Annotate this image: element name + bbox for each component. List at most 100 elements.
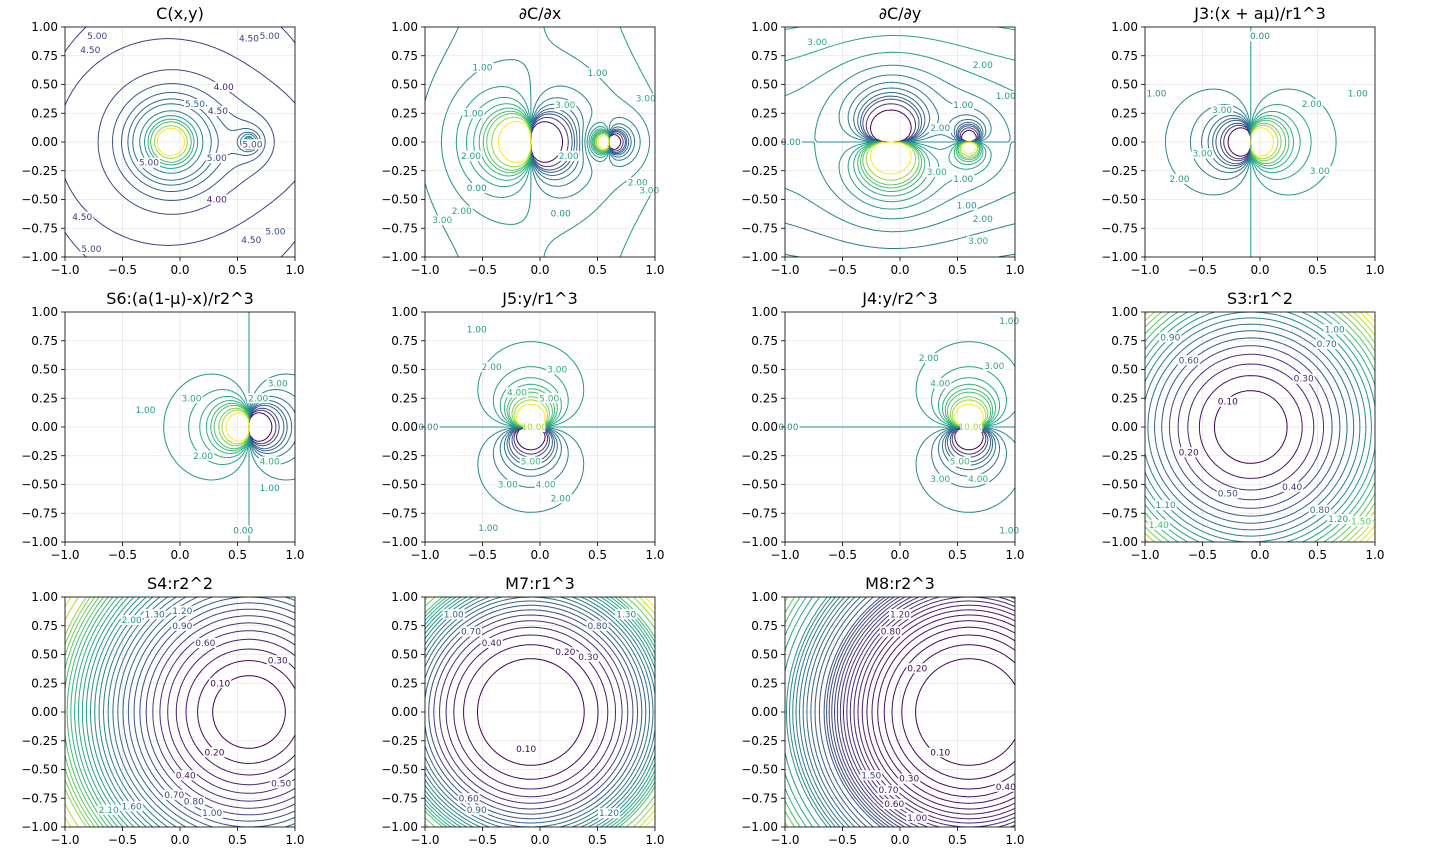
contour-label-bg [971,214,994,225]
y-tick-label: 0.50 [391,363,418,377]
y-tick-label: 0.50 [391,648,418,662]
contour-level [477,658,585,766]
x-tick-label: −0.5 [108,548,137,562]
y-tick-label: 0.50 [1111,363,1138,377]
subplot-title: S3:r1^2 [1227,289,1293,308]
contour-label: 0.70 [164,791,184,801]
subplot-title: J4:y/r2^3 [861,289,938,308]
contour-label-bg [971,59,994,70]
y-tick-label: 0.50 [31,78,58,92]
contour-label-bg [120,615,143,625]
contour-level [463,644,599,780]
x-tick-label: 1.0 [645,833,664,847]
contour-lines [65,27,295,257]
contour-label-bg [994,781,1017,792]
contour-level [185,648,295,776]
contour-level [445,626,616,798]
contour-label: 0.10 [516,745,536,755]
contour-label-bg [264,226,287,237]
contour-label: 1.50 [861,771,881,781]
contour-level [834,597,900,827]
y-tick-label: 0.50 [391,78,418,92]
contour-label-bg [1315,339,1338,350]
contour-label: 1.10 [1156,501,1176,511]
x-axis: −1.0 −0.5 0.0 0.5 1.0 [1130,542,1385,562]
contour-label: 0.40 [1282,483,1302,493]
y-tick-label: −0.25 [741,164,778,178]
y-tick-label: 0.75 [391,49,418,63]
y-tick-label: −0.25 [741,449,778,463]
contour-level [497,121,610,163]
contour-label: 0.20 [555,648,575,658]
x-tick-label: −0.5 [828,548,857,562]
contour-label-bg [1211,104,1234,115]
x-tick-label: 0.0 [1250,263,1269,277]
y-tick-label: −0.50 [381,478,418,492]
x-tick-label: 1.0 [1005,548,1024,562]
x-tick-label: −1.0 [770,263,799,277]
contour-labels: 0.10 0.30 0.60 0.70 0.90 1.00 0.20 0.40 0.50 0.80… [1147,324,1373,531]
contour-level [823,597,882,827]
contour-level [871,614,1015,810]
contour-level [159,622,295,802]
x-axis: −1.0 −0.5 0.0 0.5 1.0 [770,827,1025,847]
contour-label-bg [929,747,952,758]
subplot-title: J3:(x + aμ)/r1^3 [1193,4,1326,23]
contour-level [425,597,647,827]
contour-label-bg [143,609,166,620]
subplot-title: M8:r2^3 [865,574,935,593]
y-tick-label: −1.00 [21,820,58,834]
contour-level [786,597,828,827]
contour-label-bg [465,183,488,193]
contour-level [883,626,1015,798]
contour-label: 0.70 [878,786,898,796]
x-tick-label: −1.0 [410,833,439,847]
x-tick-label: 0.5 [228,548,247,562]
y-tick-label: 0.75 [391,334,418,348]
x-tick-label: 1.0 [1365,548,1384,562]
y-tick-label: 1.00 [31,20,58,34]
contour-label: 5.00 [265,228,285,238]
y-tick-label: 0.75 [31,334,58,348]
contour-label: 1.00 [472,63,492,73]
contour-label-bg [906,812,929,823]
contour-label: 1.00 [907,814,927,824]
y-tick-label: −0.75 [1101,221,1138,235]
contour-label: 0.00 [418,423,438,433]
contour-label: 1.00 [467,325,487,335]
contour-label: 3.00 [268,379,288,389]
y-tick-label: 0.50 [751,363,778,377]
contour-level [127,98,259,186]
contour-label-bg [1346,88,1369,99]
contour-label: 0.00 [551,209,571,219]
contour-level [828,597,890,827]
contour-label-bg [79,45,102,55]
contour-level [433,614,629,810]
y-tick-label: 0.25 [31,676,58,690]
contour-label-bg [1145,88,1168,99]
contour-level [167,630,295,794]
x-tick-label: 0.0 [890,833,909,847]
y-axis: 1.00 0.75 0.50 0.25 0.00 −0.25 −0.50 −0.75 −1.00 [741,590,785,834]
y-tick-label: 0.00 [1111,420,1138,434]
y-tick-label: −0.75 [1101,506,1138,520]
contour-label: 2.00 [248,394,268,404]
contour-label-bg [1308,504,1331,515]
contour-level [891,634,1015,790]
contour-label: 2.00 [930,124,950,134]
contour-level [1145,312,1375,542]
y-tick-label: −0.25 [21,734,58,748]
x-tick-label: −0.5 [828,263,857,277]
contour-label-bg [417,422,440,432]
x-tick-label: 0.5 [588,833,607,847]
contour-label: 5.00 [521,458,541,468]
contour-label: 0.10 [930,748,950,758]
contour-label-bg [626,177,649,188]
x-tick-label: 1.0 [1365,263,1384,277]
contour-label: 3.00 [498,481,518,491]
contour-label: 1.00 [135,406,155,416]
x-tick-label: 0.5 [228,263,247,277]
contour-label-bg [806,36,829,47]
contour-label: 0.20 [907,664,927,674]
contour-label: 1.00 [953,175,973,185]
